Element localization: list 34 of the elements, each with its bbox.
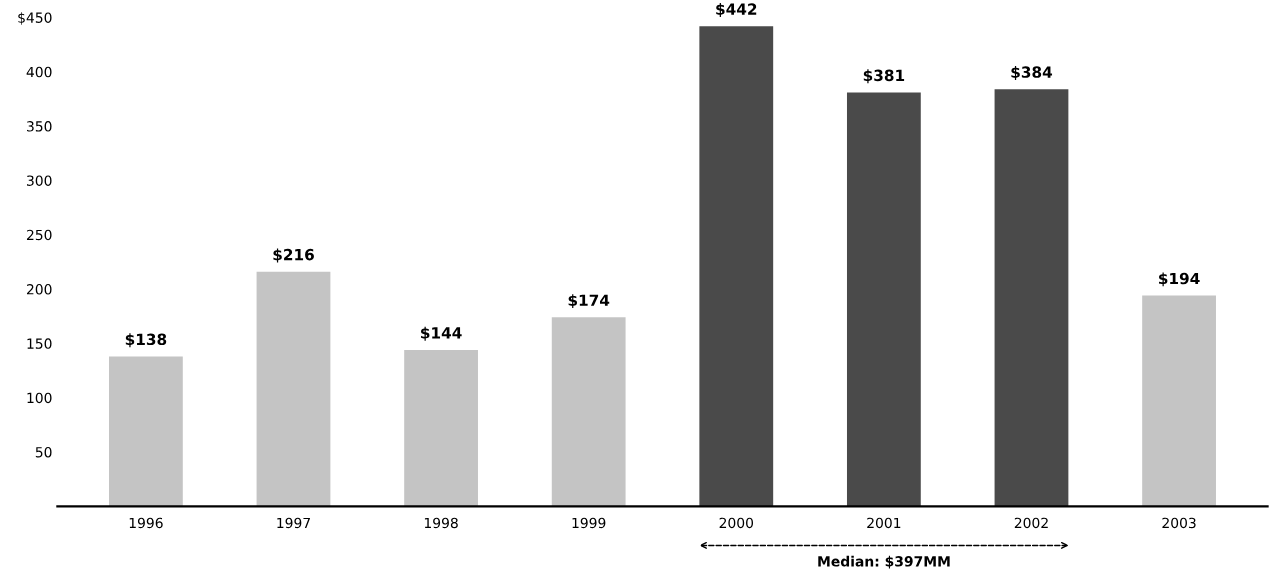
y-tick-label: 150 [27,338,52,349]
y-tick-label: $450 [18,12,52,25]
data-label: $381 [863,69,905,84]
y-tick-label: 300 [27,175,52,186]
y-tick-label: 50 [35,446,52,458]
x-tick-label: 2002 [1014,517,1048,529]
bar [994,89,1069,507]
bar [846,92,921,507]
data-label: $442 [716,3,757,17]
bar [404,349,478,507]
bar [699,26,774,507]
data-label: $384 [1011,66,1053,80]
y-tick-label: 250 [26,229,52,241]
y-tick-label: 400 [26,66,52,78]
x-tick-label: 1997 [277,517,310,529]
bar [108,356,183,507]
x-tick-label: 1998 [424,517,458,529]
bar [551,317,626,507]
y-tick-label: 200 [26,284,52,295]
data-label: $144 [421,326,462,341]
data-label: $138 [125,333,167,348]
data-label: $216 [273,248,314,263]
x-tick-label: 2001 [867,517,901,529]
y-tick-label: 350 [27,121,52,132]
data-label: $174 [568,294,610,309]
x-tick-label: 2003 [1162,517,1196,529]
x-tick-label: 1996 [129,517,163,529]
data-label: $194 [1159,272,1200,287]
x-tick-label: 2000 [719,517,754,529]
x-tick-label: 1999 [572,517,606,529]
bar [256,271,331,507]
text: Median: $397MM [818,555,950,569]
y-tick-label: 100 [27,392,52,404]
bar [1142,295,1216,507]
